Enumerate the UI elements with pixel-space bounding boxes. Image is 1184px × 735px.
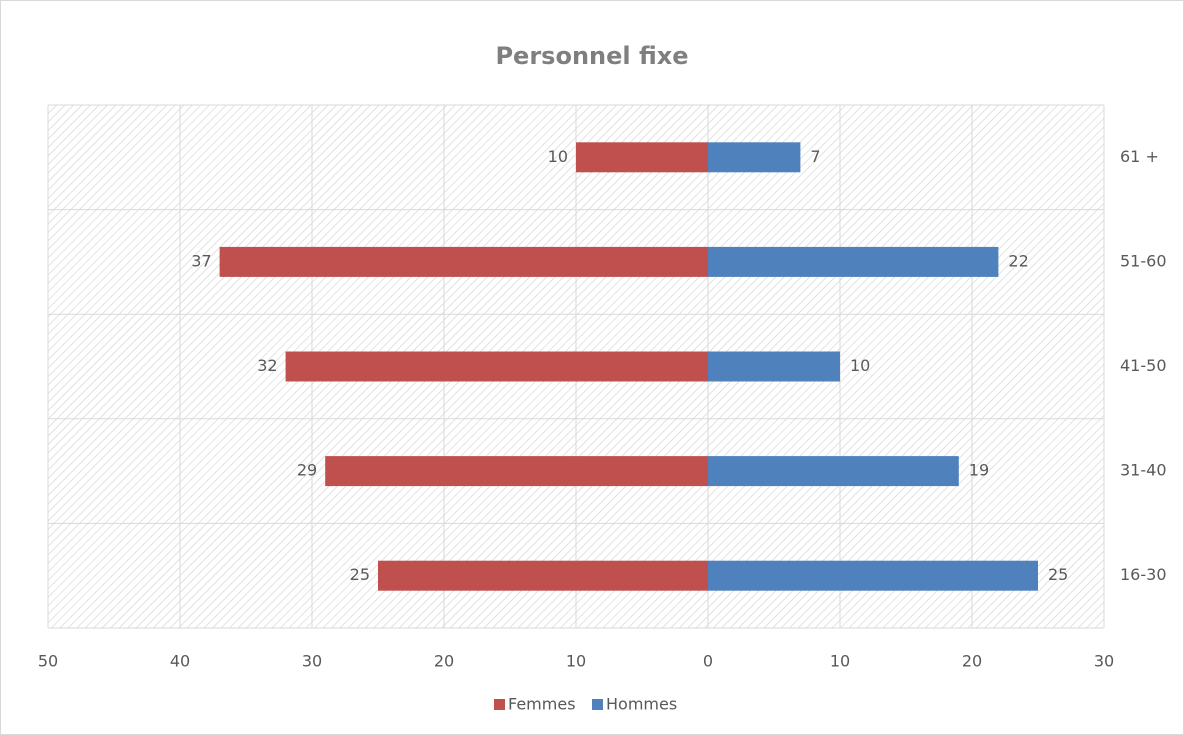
y-tick-label: 61 + [1120,147,1159,166]
bar [378,560,708,591]
x-tick-label: 20 [434,652,454,671]
bar [576,142,708,173]
bar [325,456,708,487]
data-label: 25 [350,565,370,584]
x-tick-label: 20 [962,652,982,671]
y-tick-label: 51-60 [1120,251,1167,270]
bar [708,456,959,487]
bar [285,351,708,382]
x-tick-label: 0 [703,652,713,671]
data-label: 7 [810,147,820,166]
legend-swatch [592,699,603,710]
x-tick-label: 30 [1094,652,1114,671]
bar [708,246,999,277]
data-label: 19 [969,461,989,480]
data-label: 37 [191,251,211,270]
y-tick-label: 16-30 [1120,565,1167,584]
bar [708,560,1038,591]
x-tick-label: 30 [302,652,322,671]
data-label: 22 [1008,251,1028,270]
legend-label: Femmes [508,695,576,714]
data-label: 10 [548,147,568,166]
data-label: 10 [850,356,870,375]
bar [219,246,708,277]
data-label: 29 [297,461,317,480]
x-tick-label: 10 [830,652,850,671]
y-tick-label: 31-40 [1120,461,1167,480]
x-tick-label: 40 [170,652,190,671]
legend-swatch [494,699,505,710]
x-tick-label: 50 [38,652,58,671]
bar [708,142,801,173]
data-label: 25 [1048,565,1068,584]
data-label: 32 [257,356,277,375]
x-tick-label: 10 [566,652,586,671]
chart-title: Personnel fixe [495,42,688,70]
y-tick-label: 41-50 [1120,356,1167,375]
legend-label: Hommes [606,695,677,714]
bar [708,351,840,382]
